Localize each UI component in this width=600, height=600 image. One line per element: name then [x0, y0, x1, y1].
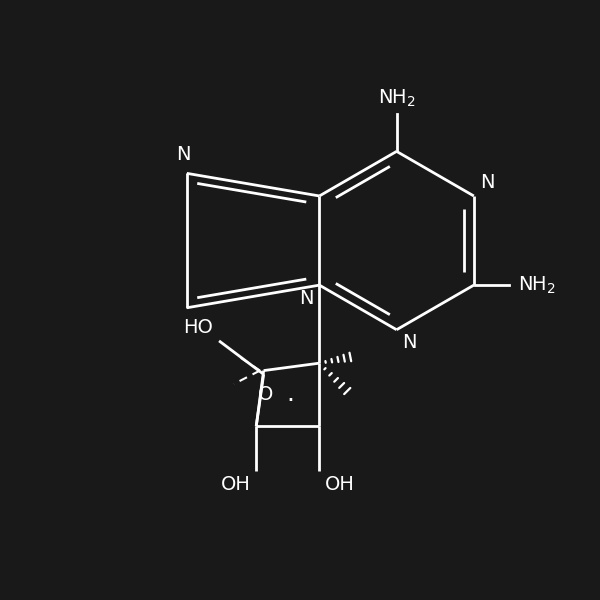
Text: OH: OH	[325, 475, 355, 494]
Text: NH$_2$: NH$_2$	[377, 88, 416, 109]
Text: HO: HO	[183, 318, 213, 337]
Text: OH: OH	[220, 475, 250, 494]
Text: O: O	[257, 385, 273, 404]
Text: ·: ·	[286, 389, 294, 413]
Text: NH$_2$: NH$_2$	[518, 274, 556, 296]
Text: N: N	[480, 173, 494, 192]
Text: N: N	[176, 145, 190, 164]
Text: N: N	[403, 334, 417, 352]
Text: N: N	[299, 289, 313, 308]
